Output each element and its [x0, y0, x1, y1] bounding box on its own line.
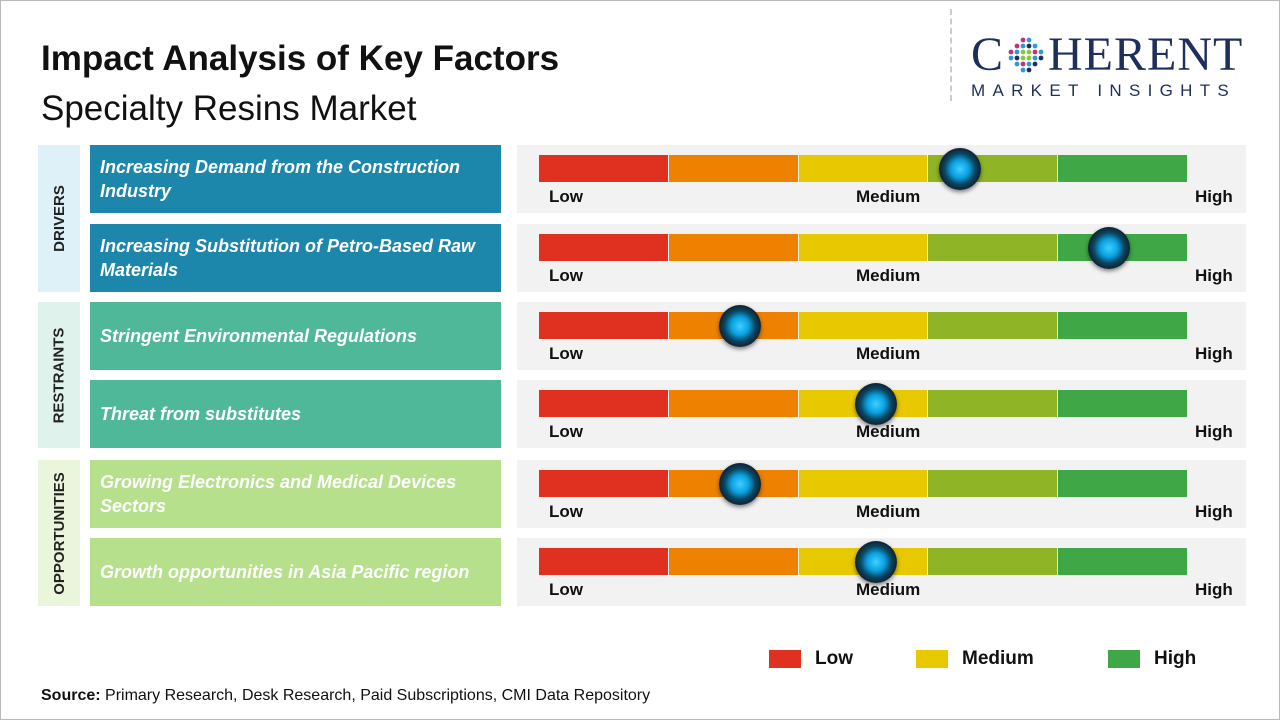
divider: [950, 9, 952, 101]
scale-label-medium: Medium: [856, 344, 921, 363]
legend-swatch: [1108, 650, 1140, 668]
factor-label: Stringent Environmental Regulations: [90, 302, 501, 370]
gauge-segment: [539, 470, 668, 497]
scale-label-medium: Medium: [856, 580, 921, 599]
gauge-segment: [1058, 548, 1187, 575]
gauge-segment: [539, 390, 668, 417]
scale-label-high: High: [1195, 580, 1233, 599]
gauge-segment: [1058, 470, 1187, 497]
category-restraints: RESTRAINTS: [38, 302, 80, 448]
impact-gauge: Low Medium High: [517, 302, 1246, 370]
category-label: OPPORTUNITIES: [50, 471, 68, 595]
gauge-segment: [928, 234, 1058, 261]
legend-item: Low: [769, 648, 853, 670]
gauge-segment: [798, 234, 928, 261]
impact-gauge: Low Medium High: [517, 460, 1246, 528]
legend-item: Medium: [916, 648, 1034, 670]
impact-marker: [718, 463, 761, 505]
impact-marker: [1088, 227, 1131, 269]
legend-label: Medium: [962, 648, 1034, 669]
impact-marker: [854, 541, 897, 583]
gauge-track: [539, 470, 1187, 497]
scale-label-high: High: [1195, 344, 1233, 363]
legend-label: High: [1154, 648, 1197, 669]
category-drivers: DRIVERS: [38, 145, 80, 292]
scale-label-high: High: [1195, 422, 1233, 441]
gauge-segment: [1058, 155, 1187, 182]
legend-swatch: [769, 650, 801, 668]
impact-marker: [854, 383, 897, 425]
impact-gauge: Low Medium High: [517, 380, 1246, 448]
impact-gauge: Low Medium High: [517, 145, 1246, 213]
gauge-segment: [928, 390, 1058, 417]
scale-label-high: High: [1195, 266, 1233, 285]
globe-icon: [1008, 37, 1044, 73]
scale-label-low: Low: [549, 344, 583, 363]
impact-marker: [939, 148, 982, 190]
gauge-segment: [539, 312, 668, 339]
gauge-segment: [798, 312, 928, 339]
legend-swatch: [916, 650, 948, 668]
impact-gauge: Low Medium High: [517, 224, 1246, 292]
page-subtitle: Specialty Resins Market: [41, 89, 417, 128]
legend-label: Low: [815, 648, 853, 669]
impact-gauge: Low Medium High: [517, 538, 1246, 606]
factor-label: Increasing Substitution of Petro-Based R…: [90, 224, 501, 292]
gauge-segment: [668, 155, 798, 182]
gauge-track: [539, 155, 1187, 182]
scale-label-medium: Medium: [856, 502, 921, 521]
factor-label: Growing Electronics and Medical Devices …: [90, 460, 501, 528]
impact-marker: [718, 305, 761, 347]
scale-label-high: High: [1195, 187, 1233, 206]
scale-label-high: High: [1195, 502, 1233, 521]
gauge-track: [539, 312, 1187, 339]
scale-label-low: Low: [549, 422, 583, 441]
page-title: Impact Analysis of Key Factors: [41, 39, 560, 78]
scale-label-low: Low: [549, 580, 583, 599]
scale-label-medium: Medium: [856, 422, 921, 441]
gauge-segment: [668, 390, 798, 417]
gauge-segment: [1058, 390, 1187, 417]
gauge-segment: [539, 155, 668, 182]
scale-label-low: Low: [549, 502, 583, 521]
gauge-segment: [928, 548, 1058, 575]
factor-label: Threat from substitutes: [90, 380, 501, 448]
source-note: Source: Primary Research, Desk Research,…: [41, 687, 651, 704]
gauge-segment: [539, 234, 668, 261]
scale-label-medium: Medium: [856, 187, 921, 206]
legend-item: High: [1108, 648, 1196, 670]
category-label: DRIVERS: [50, 185, 68, 252]
gauge-segment: [668, 234, 798, 261]
category-opportunities: OPPORTUNITIES: [38, 460, 80, 606]
factor-label: Growth opportunities in Asia Pacific reg…: [90, 538, 501, 606]
scale-label-low: Low: [549, 187, 583, 206]
scale-label-medium: Medium: [856, 266, 921, 285]
category-label: RESTRAINTS: [50, 327, 68, 423]
scale-label-low: Low: [549, 266, 583, 285]
gauge-segment: [539, 548, 668, 575]
gauge-segment: [928, 312, 1058, 339]
gauge-segment: [798, 470, 928, 497]
logo: C HERENT MARKET INSIGHTS: [971, 28, 1244, 101]
factor-label: Increasing Demand from the Construction …: [90, 145, 501, 213]
gauge-segment: [928, 470, 1058, 497]
gauge-segment: [1058, 312, 1187, 339]
gauge-segment: [798, 155, 928, 182]
gauge-segment: [668, 548, 798, 575]
